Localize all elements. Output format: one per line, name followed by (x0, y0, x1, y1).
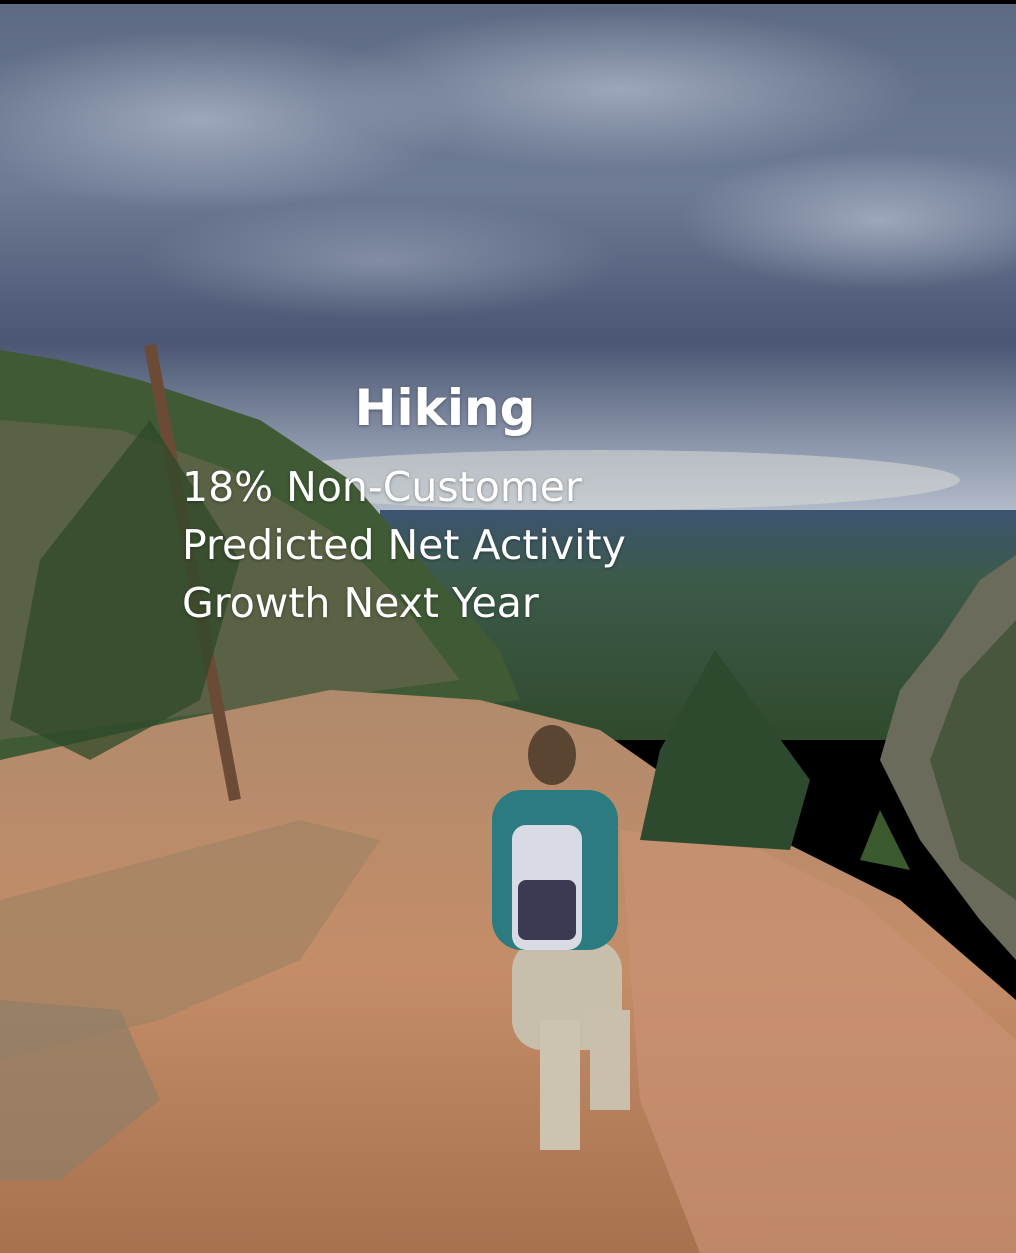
activity-description: 18% Non-Customer Predicted Net Activity … (182, 458, 626, 632)
screen: Hiking 18% Non-Customer Predicted Net Ac… (0, 0, 1016, 1253)
description-line: Growth Next Year (182, 574, 626, 632)
description-line: Predicted Net Activity (182, 516, 626, 574)
activity-title: Hiking (0, 378, 890, 438)
description-line: 18% Non-Customer (182, 458, 626, 516)
